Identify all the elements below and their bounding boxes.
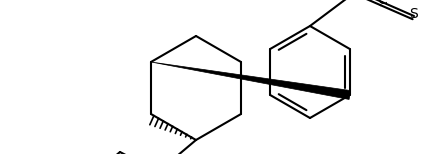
Text: S: S xyxy=(409,7,417,21)
Polygon shape xyxy=(151,62,350,99)
Text: C: C xyxy=(376,0,386,7)
